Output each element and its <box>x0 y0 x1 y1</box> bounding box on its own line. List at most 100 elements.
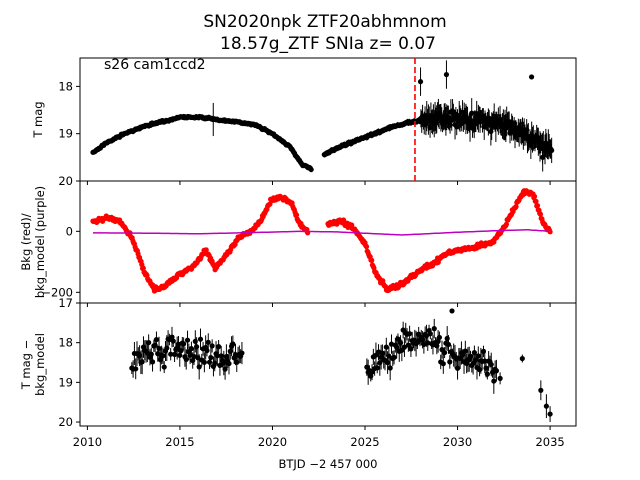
diff-point <box>391 354 397 360</box>
bkg-point <box>513 204 519 210</box>
diff-point <box>427 331 433 337</box>
tmag-panel: s26 cam1ccd2 T mag 18 19 20 <box>31 57 577 188</box>
diff-point <box>454 365 461 371</box>
y-tick-label: 18 <box>58 79 73 93</box>
diff-point <box>440 361 446 367</box>
diff-point <box>193 344 200 350</box>
diff-point <box>384 359 391 366</box>
tmag-outlier-point <box>540 154 546 160</box>
bkg-point <box>203 247 209 253</box>
sector-annotation: s26 cam1ccd2 <box>104 57 206 73</box>
bkg-point <box>140 265 146 271</box>
diff-point <box>168 351 174 357</box>
diff-point <box>188 345 195 352</box>
tmag-y-axis-label: T mag <box>31 101 45 138</box>
diff-point <box>476 367 483 373</box>
diff-point <box>394 344 400 350</box>
x-tick-label: 2020 <box>258 435 287 449</box>
y-tick-label: 17 <box>58 296 73 310</box>
tmag-y-axis: 18 19 20 <box>58 79 80 188</box>
tmag-outlier-point <box>443 71 450 78</box>
bkg-point <box>531 193 538 200</box>
tmag-point <box>549 147 555 153</box>
diff-panel-frame <box>79 302 577 427</box>
diff-point <box>425 340 431 346</box>
diff-point <box>436 334 443 341</box>
diff-point <box>205 339 211 345</box>
x-axis-label: BTJD −2 457 000 <box>279 457 378 471</box>
bkg-model-line <box>92 229 551 236</box>
diff-point <box>133 366 139 372</box>
x-tick-label: 2010 <box>73 435 102 449</box>
diff-point <box>374 365 380 371</box>
diff-plot-area <box>129 308 553 423</box>
diff-point <box>383 344 389 350</box>
bkg-y-axis: −200 0 <box>41 224 80 299</box>
diff-point <box>227 348 233 354</box>
diff-point <box>447 359 453 365</box>
tmag-outlier-point <box>528 74 535 80</box>
bkg-point <box>369 257 375 263</box>
x-tick-label: 2015 <box>165 435 194 449</box>
y-tick-label: 18 <box>58 336 73 350</box>
diff-point <box>239 350 245 356</box>
diff-point <box>149 359 156 365</box>
diff-point <box>395 336 401 342</box>
diff-point <box>431 326 437 332</box>
tmag-point <box>469 110 475 116</box>
diff-y-axis: 17 18 19 20 <box>58 296 80 429</box>
tmag-point <box>308 166 314 173</box>
diff-point <box>177 352 183 358</box>
diff-point <box>206 359 213 365</box>
x-tick-label: 2035 <box>535 435 564 449</box>
diff-point <box>475 353 481 359</box>
diff-point <box>234 359 240 365</box>
diff-point <box>148 351 154 357</box>
y-tick-label: −200 <box>41 285 73 299</box>
y-axis-label-line: bkg_model <box>33 333 47 396</box>
diff-point <box>397 340 404 346</box>
bkg-plot-area <box>90 188 553 294</box>
y-tick-label: 19 <box>58 375 73 389</box>
diff-point <box>230 341 236 347</box>
diff-point <box>222 366 228 372</box>
x-tick-label: 2025 <box>350 435 379 449</box>
y-axis-label-line: bkg_model (purple) <box>33 186 47 298</box>
diff-point <box>484 371 490 377</box>
diff-point <box>488 361 494 368</box>
diff-outlier-point <box>543 403 549 409</box>
diff-point <box>201 359 207 365</box>
diff-point <box>139 359 145 365</box>
diff-outlier-point <box>449 308 455 314</box>
bkg-point <box>363 244 370 250</box>
diff-point <box>421 341 427 348</box>
diff-point <box>160 353 166 359</box>
diff-point <box>164 345 170 351</box>
diff-point <box>379 350 386 356</box>
bkg-panel: Bkg (red)/bkg_model (purple) −200 0 <box>19 180 577 304</box>
y-tick-label: 20 <box>58 174 73 188</box>
x-tick-label: 2030 <box>443 435 472 449</box>
diff-point <box>387 365 393 371</box>
bkg-point <box>537 211 544 217</box>
diff-point <box>419 337 426 343</box>
y-tick-label: 20 <box>58 415 73 429</box>
diff-point <box>434 343 440 349</box>
y-axis-label-line: Bkg (red)/ <box>19 213 33 270</box>
diff-point <box>408 346 414 352</box>
diff-point <box>170 338 176 344</box>
bkg-point <box>533 198 539 204</box>
diff-outlier-point <box>497 375 503 381</box>
y-tick-label: 19 <box>58 127 73 141</box>
diff-point <box>491 378 497 384</box>
diff-point <box>226 360 232 367</box>
diff-point <box>204 347 210 354</box>
diff-point <box>184 337 191 343</box>
diff-point <box>369 369 375 375</box>
diff-point <box>161 364 167 370</box>
diff-point <box>212 360 218 366</box>
diff-point <box>405 342 411 348</box>
diff-point <box>209 343 215 349</box>
diff-panel: T mag − bkg_model 17 18 19 20 <box>19 296 577 429</box>
